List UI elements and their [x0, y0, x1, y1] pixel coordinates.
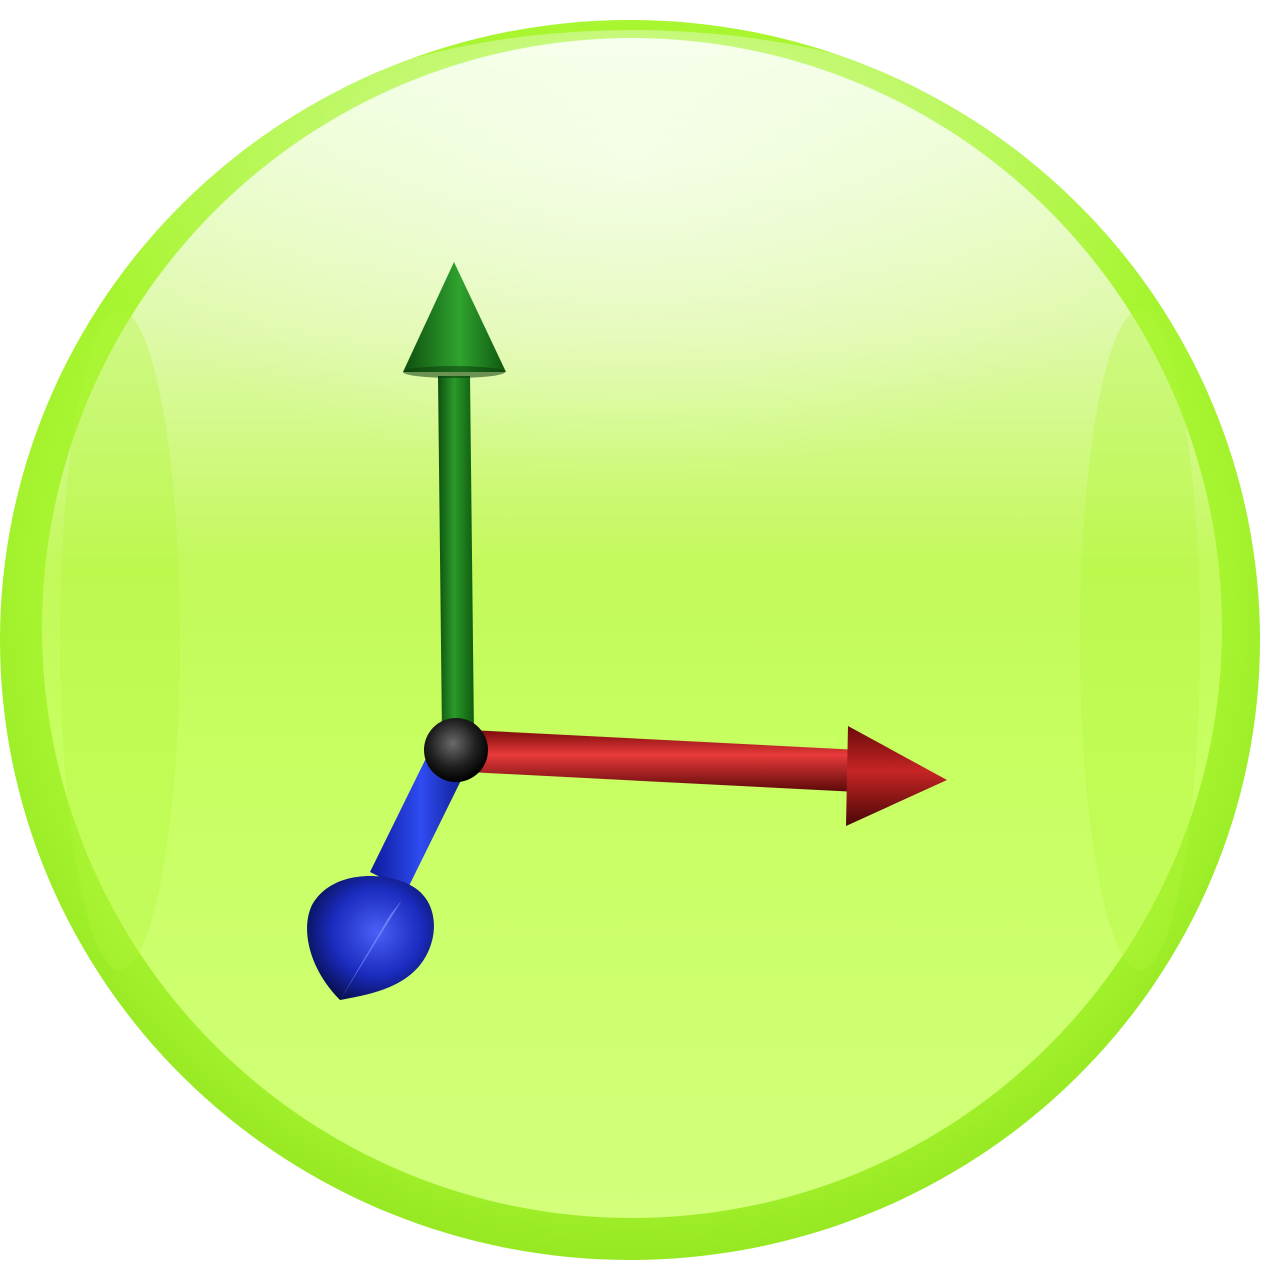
- icon-face-glow: [112, 30, 1152, 630]
- icon-face-right-shade: [1080, 310, 1200, 970]
- y-axis-arrowhead: [403, 262, 506, 372]
- icon-face-left-shade: [60, 310, 180, 970]
- y-axis-shaft: [438, 376, 474, 735]
- z-axis-arrowhead: [307, 876, 434, 1000]
- x-axis: [468, 726, 947, 826]
- y-axis: [403, 262, 506, 735]
- x-axis-arrowhead: [846, 726, 947, 826]
- origin-point: [424, 718, 488, 782]
- z-axis: [307, 740, 472, 1000]
- x-axis-shaft: [468, 730, 860, 792]
